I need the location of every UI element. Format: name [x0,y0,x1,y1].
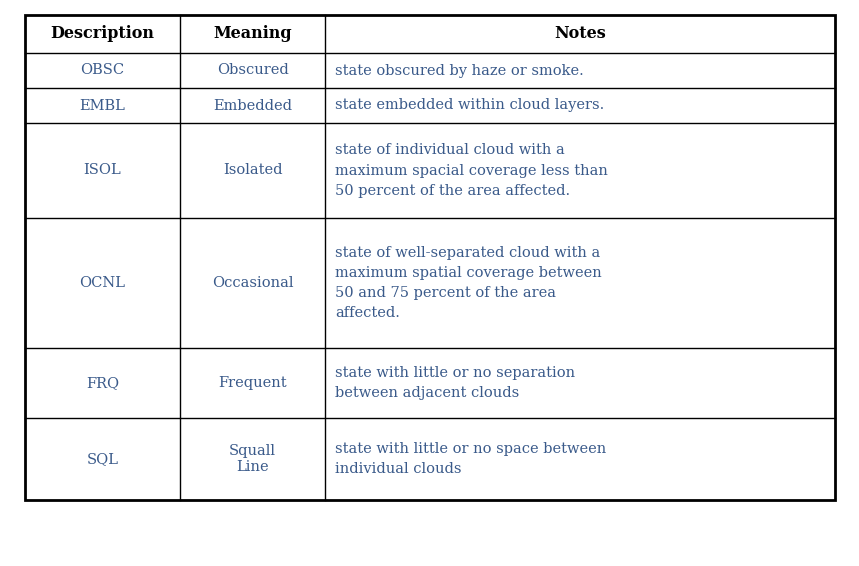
Text: Occasional: Occasional [212,276,293,290]
Text: state of individual cloud with a
maximum spacial coverage less than
50 percent o: state of individual cloud with a maximum… [335,143,608,198]
Text: Notes: Notes [554,25,606,42]
Text: Description: Description [51,25,155,42]
Text: state obscured by haze or smoke.: state obscured by haze or smoke. [335,63,584,78]
Text: FRQ: FRQ [86,376,119,390]
Text: Meaning: Meaning [213,25,292,42]
Text: state embedded within cloud layers.: state embedded within cloud layers. [335,98,604,113]
Bar [25,15,835,500]
Text: Embedded: Embedded [213,98,292,113]
Text: state with little or no separation
between adjacent clouds: state with little or no separation betwe… [335,366,576,400]
Text: OBSC: OBSC [81,63,125,78]
Text: ISOL: ISOL [83,164,121,178]
Text: Isolated: Isolated [222,164,283,178]
Text: Obscured: Obscured [216,63,289,78]
Text: SQL: SQL [87,452,119,466]
Text: state of well-separated cloud with a
maximum spatial coverage between
50 and 75 : state of well-separated cloud with a max… [335,246,602,320]
Text: EMBL: EMBL [80,98,125,113]
Text: Squall
Line: Squall Line [229,444,276,474]
Text: OCNL: OCNL [80,276,125,290]
Text: Frequent: Frequent [218,376,287,390]
Text: state with little or no space between
individual clouds: state with little or no space between in… [335,442,606,476]
